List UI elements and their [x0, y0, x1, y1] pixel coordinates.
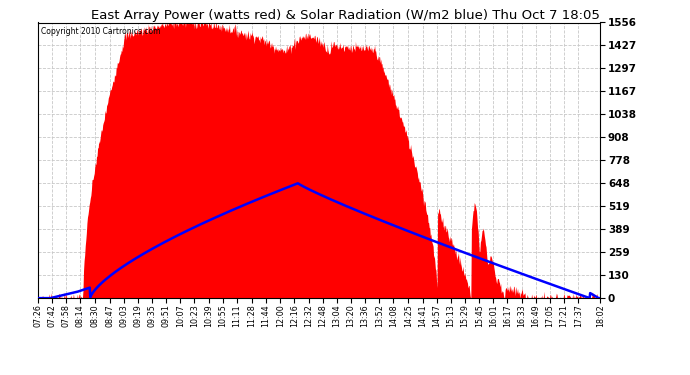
Text: East Array Power (watts red) & Solar Radiation (W/m2 blue) Thu Oct 7 18:05: East Array Power (watts red) & Solar Rad… — [90, 9, 600, 22]
Text: Copyright 2010 Cartronics.com: Copyright 2010 Cartronics.com — [41, 27, 160, 36]
